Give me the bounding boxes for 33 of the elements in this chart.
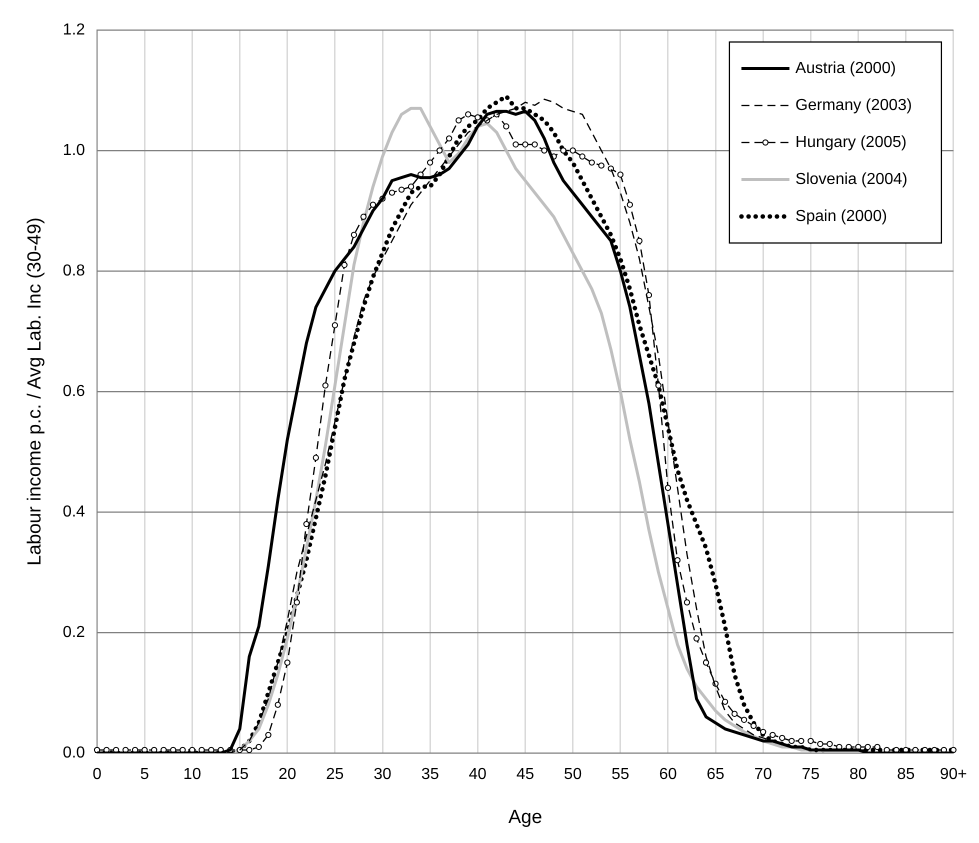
y-tick-label: 1.2	[62, 21, 86, 38]
y-tick-label: 0.2	[62, 624, 86, 641]
x-tick-label: 40	[468, 766, 487, 784]
x-tick-label: 35	[421, 766, 440, 784]
y-tick-label: 0.6	[62, 382, 86, 400]
y-tick-label: 1.0	[62, 142, 86, 159]
x-tick-label: 85	[896, 766, 915, 784]
x-tick-label: 0	[92, 766, 102, 784]
x-tick-label: 80	[849, 766, 868, 784]
x-tick-label: 45	[516, 766, 534, 784]
legend-label: Austria (2000)	[795, 60, 896, 77]
x-tick-label: 60	[659, 766, 677, 784]
x-tick-label: 30	[374, 766, 392, 784]
legend-label: Germany (2003)	[795, 96, 912, 114]
legend-label: Slovenia (2004)	[795, 170, 908, 188]
x-axis-title: Age	[508, 806, 542, 828]
x-tick-label: 25	[326, 766, 344, 784]
x-tick-label: 90+	[940, 766, 967, 784]
x-tick-label: 50	[564, 766, 582, 784]
x-tick-label: 75	[802, 766, 820, 784]
y-tick-label: 0.0	[62, 744, 86, 762]
y-axis-title: Labour income p.c. / Avg Lab. Inc (30-49)	[24, 217, 46, 566]
y-tick-label: 0.8	[62, 262, 86, 280]
x-tick-label: 10	[183, 766, 202, 784]
y-tick-label: 0.4	[62, 503, 86, 520]
x-tick-label: 20	[278, 766, 296, 784]
x-tick-label: 5	[140, 766, 150, 784]
x-tick-label: 55	[611, 766, 630, 784]
legend-label: Spain (2000)	[795, 208, 888, 225]
x-tick-label: 65	[706, 766, 725, 784]
x-tick-label: 70	[754, 766, 772, 784]
legend-label: Hungary (2005)	[795, 134, 907, 151]
x-tick-label: 15	[230, 766, 249, 784]
